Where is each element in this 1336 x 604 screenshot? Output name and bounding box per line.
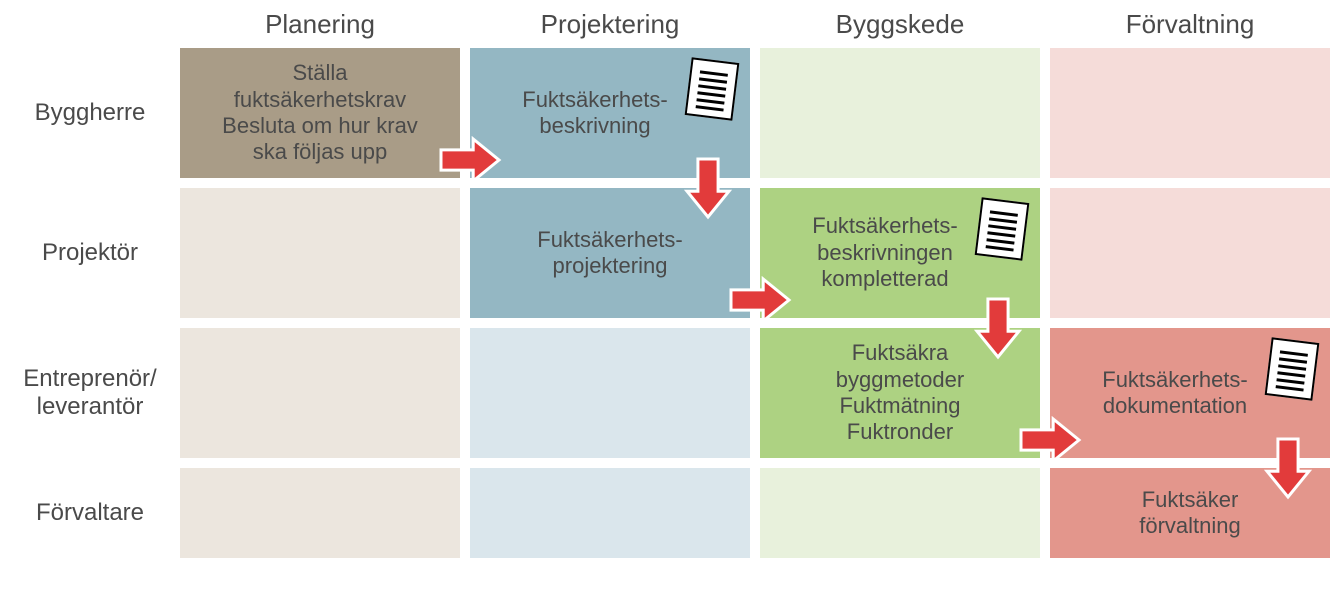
document-icon — [685, 57, 740, 120]
cell-projektor-planering — [180, 188, 460, 318]
row-header-entreprenor: Entreprenör/ leverantör — [0, 328, 180, 458]
col-header-planering: Planering — [180, 0, 460, 48]
cell-entreprenor-planering — [180, 328, 460, 458]
cell-text: Fuktsäkerhets- beskrivningen komplettera… — [812, 213, 958, 292]
cell-byggherre-forvaltning — [1050, 48, 1330, 178]
cell-entreprenor-projektering — [470, 328, 750, 458]
cell-projektor-forvaltning — [1050, 188, 1330, 318]
cell-byggherre-planering: Ställa fuktsäkerhetskrav Besluta om hur … — [180, 48, 460, 178]
row-header-byggherre: Byggherre — [0, 48, 180, 178]
row-header-forvaltare: Förvaltare — [0, 468, 180, 558]
cell-text: Fuktsäkra byggmetoder Fuktmätning Fuktro… — [836, 340, 964, 446]
flow-arrow-4 — [1018, 416, 1082, 464]
document-icon — [1265, 337, 1320, 400]
flow-arrow-3 — [974, 296, 1022, 360]
cell-text: Ställa fuktsäkerhetskrav Besluta om hur … — [222, 60, 418, 166]
col-header-forvaltning: Förvaltning — [1050, 0, 1330, 48]
col-header-byggskede: Byggskede — [760, 0, 1040, 48]
row-header-projektor: Projektör — [0, 188, 180, 318]
cell-byggherre-byggskede — [760, 48, 1040, 178]
cell-forvaltare-planering — [180, 468, 460, 558]
cell-text: Fuktsäkerhets- dokumentation — [1102, 367, 1248, 420]
document-icon — [975, 197, 1030, 260]
col-header-projektering: Projektering — [470, 0, 750, 48]
cell-forvaltare-projektering — [470, 468, 750, 558]
cell-forvaltare-byggskede — [760, 468, 1040, 558]
flow-arrow-1 — [684, 156, 732, 220]
flow-arrow-0 — [438, 136, 502, 184]
flow-arrow-2 — [728, 276, 792, 324]
cell-text: Fuktsäkerhets- beskrivning — [522, 87, 668, 140]
cell-text: Fuktsäker förvaltning — [1139, 487, 1241, 540]
moisture-safety-matrix: PlaneringProjekteringByggskedeFörvaltnin… — [0, 0, 1336, 604]
flow-arrow-5 — [1264, 436, 1312, 500]
cell-text: Fuktsäkerhets- projektering — [537, 227, 683, 280]
